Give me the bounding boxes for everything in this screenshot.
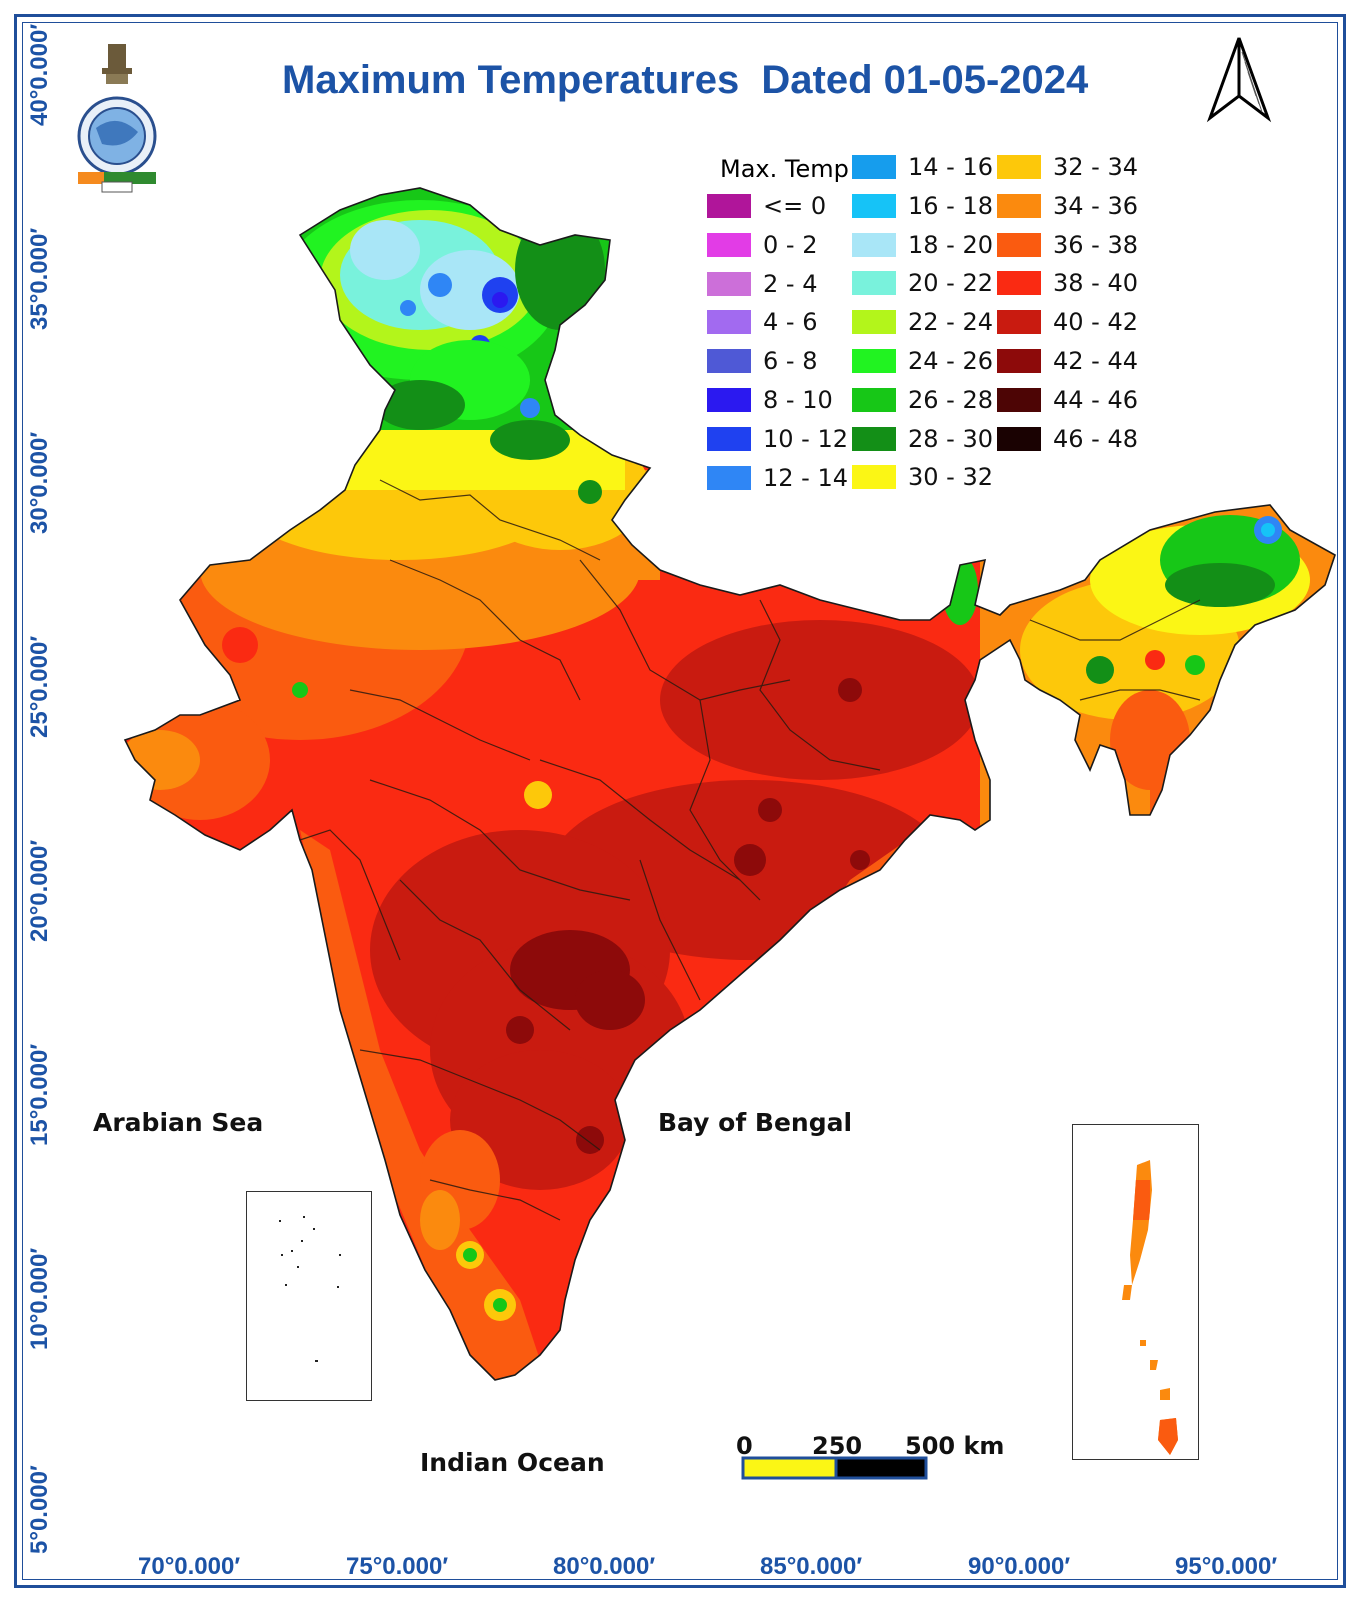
legend-swatch (707, 310, 751, 335)
legend-swatch (852, 155, 896, 179)
legend-item: 44 - 46 (997, 386, 1138, 414)
scale-label-250: 250 (812, 1432, 863, 1460)
legend-label: 4 - 6 (763, 308, 818, 337)
legend-item: 46 - 48 (997, 425, 1138, 453)
arabian-sea-label: Arabian Sea (93, 1108, 264, 1137)
legend-label: <= 0 (763, 192, 827, 220)
legend-swatch (707, 388, 751, 412)
legend-swatch (997, 271, 1041, 296)
legend-item: 2 - 4 (707, 270, 817, 298)
legend-label: 44 - 46 (1053, 385, 1138, 414)
map-inner-frame (22, 22, 1338, 1580)
legend-label: 6 - 8 (763, 347, 818, 376)
scale-bar-black (834, 1456, 928, 1480)
legend-item: 18 - 20 (852, 231, 993, 259)
legend-swatch (997, 387, 1041, 412)
legend-swatch (707, 194, 751, 218)
legend-item: 38 - 40 (997, 269, 1138, 297)
legend-item: 24 - 26 (852, 347, 993, 375)
legend-item: 8 - 10 (707, 386, 833, 414)
legend-swatch (707, 349, 751, 374)
legend-swatch (852, 232, 896, 257)
legend-item: 14 - 16 (852, 153, 993, 181)
legend-swatch (997, 193, 1041, 218)
legend-swatch (997, 155, 1041, 179)
legend-swatch (852, 349, 896, 373)
legend-swatch (852, 426, 896, 451)
scale-label-0: 0 (736, 1432, 753, 1460)
legend-label: 34 - 36 (1053, 191, 1138, 220)
legend-label: 32 - 34 (1053, 153, 1138, 181)
legend-item: 32 - 34 (997, 153, 1138, 181)
lon-label-80: 80°0.000′ (553, 1553, 656, 1580)
legend-item: 22 - 24 (852, 308, 993, 336)
lakshadweep-inset (246, 1191, 372, 1401)
legend-swatch (852, 387, 896, 412)
legend-label: 30 - 32 (908, 463, 993, 492)
legend-swatch (707, 426, 751, 451)
legend-swatch (852, 465, 896, 490)
legend-label: 10 - 12 (763, 424, 848, 453)
legend-swatch (997, 232, 1041, 257)
legend-item: 26 - 28 (852, 386, 993, 414)
legend-label: 42 - 44 (1053, 347, 1138, 375)
legend-swatch (707, 465, 751, 490)
scale-label-500: 500 km (905, 1432, 1005, 1460)
legend-swatch (852, 193, 896, 218)
legend-swatch (852, 310, 896, 335)
legend-item: 20 - 22 (852, 269, 993, 297)
imd-emblem-icon (77, 44, 157, 193)
legend-item: 34 - 36 (997, 192, 1138, 220)
legend-swatch (707, 232, 751, 257)
legend-swatch (997, 310, 1041, 335)
legend-swatch (852, 271, 896, 296)
legend-swatch (997, 426, 1041, 451)
andaman-nicobar-inset (1072, 1124, 1199, 1460)
north-arrow-icon (1206, 37, 1272, 123)
legend-label: 38 - 40 (1053, 269, 1138, 298)
legend-label: 40 - 42 (1053, 308, 1138, 337)
legend-label: 18 - 20 (908, 230, 993, 259)
legend-item: 12 - 14 (707, 464, 848, 492)
legend-item: 42 - 44 (997, 347, 1138, 375)
legend-label: 46 - 48 (1053, 424, 1138, 453)
legend-label: 20 - 22 (908, 269, 993, 298)
legend-label: 12 - 14 (763, 463, 848, 492)
legend-label: 16 - 18 (908, 191, 993, 220)
legend-label: 8 - 10 (763, 386, 833, 414)
legend-label: 36 - 38 (1053, 230, 1138, 259)
legend-item: 30 - 32 (852, 463, 993, 491)
legend-item: 16 - 18 (852, 192, 993, 220)
legend-label: 14 - 16 (908, 153, 993, 181)
lon-label-75: 75°0.000′ (346, 1553, 449, 1580)
legend-item: 36 - 38 (997, 231, 1138, 259)
lon-label-95: 95°0.000′ (1175, 1553, 1278, 1580)
indian-ocean-label: Indian Ocean (420, 1448, 605, 1477)
map-title: Maximum Temperatures Dated 01-05-2024 (282, 58, 1089, 102)
legend-item: 6 - 8 (707, 347, 817, 375)
legend-label: 28 - 30 (908, 424, 993, 453)
legend-label: 24 - 26 (908, 347, 993, 375)
lon-label-70: 70°0.000′ (138, 1553, 241, 1580)
legend-title: Max. Temp (720, 155, 849, 183)
legend-label: 22 - 24 (908, 308, 993, 337)
legend-item: 0 - 2 (707, 231, 817, 259)
legend-swatch (997, 349, 1041, 373)
legend-item: 4 - 6 (707, 308, 817, 336)
legend-label: 2 - 4 (763, 269, 818, 298)
lon-label-90: 90°0.000′ (968, 1553, 1071, 1580)
legend-swatch (707, 271, 751, 296)
legend-label: 0 - 2 (763, 230, 818, 259)
lon-label-85: 85°0.000′ (760, 1553, 863, 1580)
map-outer-frame (14, 14, 1346, 1588)
legend-item: 40 - 42 (997, 308, 1138, 336)
legend-item: <= 0 (707, 192, 826, 220)
legend-item: 10 - 12 (707, 425, 848, 453)
bay-of-bengal-label: Bay of Bengal (658, 1108, 853, 1137)
legend-item: 28 - 30 (852, 425, 993, 453)
legend-label: 26 - 28 (908, 385, 993, 414)
